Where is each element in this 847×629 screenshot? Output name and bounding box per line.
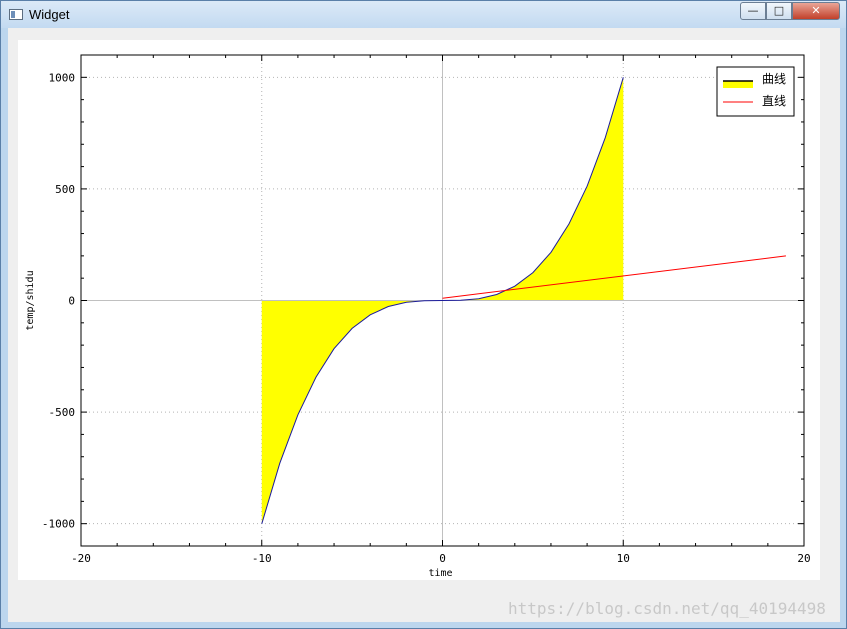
minimize-button[interactable]: —: [740, 2, 766, 20]
y-tick-label: -500: [49, 406, 76, 419]
plot-panel: -1000 -500 0 500 1000 -20 -10 0 10 20 time temp/…: [18, 40, 820, 580]
legend-box: [716, 66, 795, 117]
x-tick-label: 10: [617, 552, 630, 565]
watermark-text: https://blog.csdn.net/qq_40194498: [508, 599, 826, 618]
x-tick-label: 20: [797, 552, 810, 565]
legend-label-line: 直线: [762, 94, 786, 108]
curve-series-line: [261, 77, 624, 524]
window-title: Widget: [29, 7, 70, 22]
legend-swatch-curve: [723, 81, 753, 88]
client-area: -1000 -500 0 500 1000 -20 -10 0 10 20 time temp/…: [8, 28, 840, 622]
y-axis-label: temp/shidu: [25, 270, 36, 330]
title-bar[interactable]: Widget — □ ✕: [1, 1, 846, 28]
straight-series-line: [442, 255, 786, 299]
grid-lines: [80, 55, 805, 546]
legend-label-curve: 曲线: [762, 72, 786, 86]
legend: 曲线 直线: [716, 66, 795, 117]
x-tick-label: -10: [252, 552, 272, 565]
maximize-button[interactable]: □: [766, 2, 792, 20]
y-tick-label: 1000: [49, 71, 76, 84]
chart: -1000 -500 0 500 1000 -20 -10 0 10 20 time temp/…: [25, 54, 811, 579]
y-tick-label: 0: [68, 295, 75, 308]
close-button[interactable]: ✕: [792, 2, 840, 20]
x-axis-label: time: [428, 568, 452, 579]
y-tick-label: -1000: [42, 518, 75, 531]
axis-ticks: [80, 55, 805, 546]
x-tick-label: 0: [439, 552, 446, 565]
y-tick-label: 500: [55, 183, 75, 196]
x-tick-labels: -20 -10 0 10 20: [71, 552, 811, 565]
y-tick-labels: -1000 -500 0 500 1000: [42, 71, 75, 530]
x-tick-label: -20: [71, 552, 91, 565]
window-icon: [9, 9, 23, 20]
